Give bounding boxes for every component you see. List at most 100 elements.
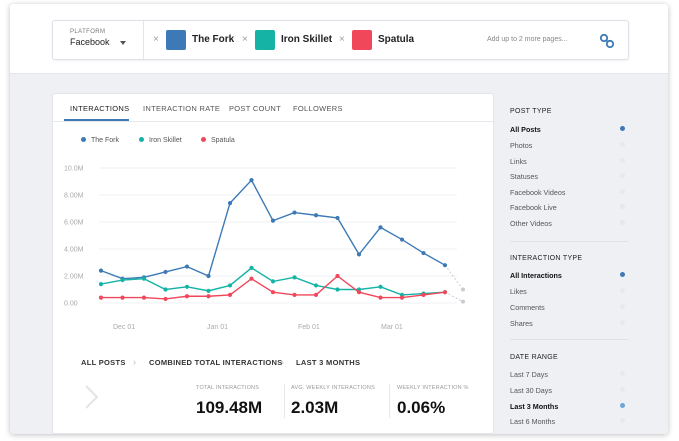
radio-indicator[interactable] xyxy=(620,320,625,325)
data-point xyxy=(141,295,147,300)
filter-links[interactable]: Links xyxy=(510,157,527,166)
radio-indicator[interactable] xyxy=(620,387,625,392)
close-icon[interactable]: × xyxy=(153,34,159,45)
tab-post-count[interactable]: POST COUNT xyxy=(229,104,282,113)
link-icon[interactable] xyxy=(599,33,615,49)
data-point xyxy=(249,276,254,281)
top-bar: PLATFORM Facebook × The Fork × Iron Skil… xyxy=(10,4,668,74)
chevron-right-icon[interactable] xyxy=(83,384,101,410)
section-title-post-type: POST TYPE xyxy=(510,108,552,115)
projection-point xyxy=(461,299,465,304)
close-icon[interactable]: × xyxy=(242,34,248,45)
data-point xyxy=(184,264,190,269)
data-point xyxy=(249,178,254,183)
radio-indicator[interactable] xyxy=(620,173,625,178)
data-point xyxy=(442,263,448,268)
legend-item[interactable]: The Fork xyxy=(81,136,119,144)
radio-indicator[interactable] xyxy=(620,371,625,376)
tab-interaction-rate[interactable]: INTERACTION RATE xyxy=(143,104,221,113)
filter-last-7-days[interactable]: Last 7 Days xyxy=(510,370,548,379)
page-name: Spatula xyxy=(378,34,415,45)
data-point xyxy=(163,296,168,302)
tab-interactions[interactable]: INTERACTIONS xyxy=(70,104,130,113)
filter-last-6-months[interactable]: Last 6 Months xyxy=(510,417,556,426)
divider xyxy=(284,384,285,418)
filter-shares[interactable]: Shares xyxy=(510,319,533,328)
filter-sidebar: POST TYPE All Posts Photos Links Statuse… xyxy=(498,93,668,434)
radio-indicator[interactable] xyxy=(620,189,625,194)
stat-avg-weekly: AVG. WEEKLY INTERACTIONS 2.03M xyxy=(291,385,375,418)
data-point xyxy=(206,288,211,293)
filter-statuses[interactable]: Statuses xyxy=(510,172,538,181)
page-chip-iron-skillet: × Iron Skillet xyxy=(242,29,340,51)
app-window: PLATFORM Facebook × The Fork × Iron Skil… xyxy=(10,4,668,434)
divider xyxy=(510,339,628,340)
data-point xyxy=(249,265,254,270)
data-point xyxy=(313,213,319,218)
stat-value: 109.48M xyxy=(196,398,263,417)
data-point xyxy=(356,290,362,295)
legend-item[interactable]: Spatula xyxy=(201,136,235,144)
radio-indicator[interactable] xyxy=(620,220,625,225)
data-point xyxy=(98,295,104,300)
filter-last-30-days[interactable]: Last 30 Days xyxy=(510,386,552,395)
filter-all-posts[interactable]: All Posts xyxy=(510,125,541,134)
chevron-down-icon xyxy=(120,41,126,45)
data-point xyxy=(378,295,383,300)
data-point xyxy=(98,268,104,273)
page-chip-the-fork: × The Fork xyxy=(153,29,243,51)
data-point xyxy=(421,292,426,297)
stat-label: TOTAL INTERACTIONS xyxy=(196,385,260,391)
radio-indicator[interactable] xyxy=(620,403,625,408)
radio-indicator[interactable] xyxy=(620,272,625,277)
filter-likes[interactable]: Likes xyxy=(510,287,527,296)
data-point xyxy=(163,287,168,292)
add-page-input[interactable]: Add up to 2 more pages... xyxy=(487,36,568,43)
filter-comments[interactable]: Comments xyxy=(510,303,545,312)
filter-last-3-months[interactable]: Last 3 Months xyxy=(510,402,559,411)
filter-all-interactions[interactable]: All Interactions xyxy=(510,271,562,280)
radio-indicator[interactable] xyxy=(620,158,625,163)
radio-indicator[interactable] xyxy=(620,304,625,309)
stat-value: 2.03M xyxy=(291,398,339,417)
data-point xyxy=(227,292,233,297)
filter-facebook-videos[interactable]: Facebook Videos xyxy=(510,188,566,197)
page-chip-spatula: × Spatula xyxy=(339,29,429,51)
x-tick-label: Jan 01 xyxy=(207,324,228,331)
platform-value: Facebook xyxy=(70,37,110,47)
section-title-date-range: DATE RANGE xyxy=(510,354,558,361)
radio-indicator[interactable] xyxy=(620,126,625,131)
data-point xyxy=(442,290,448,295)
legend-item[interactable]: Iron Skillet xyxy=(139,136,182,144)
close-icon[interactable]: × xyxy=(339,34,345,45)
page-name: Iron Skillet xyxy=(281,34,333,45)
breadcrumb-item-all-posts[interactable]: ALL POSTS xyxy=(81,358,126,367)
legend-dot xyxy=(81,136,86,142)
data-point xyxy=(313,292,319,297)
stat-value: 0.06% xyxy=(397,398,446,417)
data-point xyxy=(206,294,211,299)
data-point xyxy=(227,201,233,206)
radio-indicator[interactable] xyxy=(620,418,625,423)
x-tick-label: Feb 01 xyxy=(298,324,320,331)
filter-facebook-live[interactable]: Facebook Live xyxy=(510,203,557,212)
y-tick-label: 8.00M xyxy=(64,193,84,200)
data-point xyxy=(120,277,125,283)
divider xyxy=(389,384,390,418)
data-point xyxy=(141,276,147,281)
platform-dropdown[interactable]: PLATFORM Facebook xyxy=(53,21,144,59)
legend-label: Iron Skillet xyxy=(149,137,182,144)
radio-indicator[interactable] xyxy=(620,204,625,209)
data-point xyxy=(335,273,340,279)
data-point xyxy=(163,269,168,275)
y-tick-label: 4.00M xyxy=(64,247,84,254)
color-swatch xyxy=(166,30,186,50)
filter-other-videos[interactable]: Other Videos xyxy=(510,219,552,228)
radio-indicator[interactable] xyxy=(620,288,625,293)
radio-indicator[interactable] xyxy=(620,142,625,147)
tab-followers[interactable]: FOLLOWERS xyxy=(293,104,343,113)
breadcrumb-item-metric[interactable]: COMBINED TOTAL INTERACTIONS xyxy=(149,358,283,367)
breadcrumb-item-range[interactable]: LAST 3 MONTHS xyxy=(296,358,361,367)
filter-photos[interactable]: Photos xyxy=(510,141,533,150)
data-point xyxy=(335,287,340,292)
